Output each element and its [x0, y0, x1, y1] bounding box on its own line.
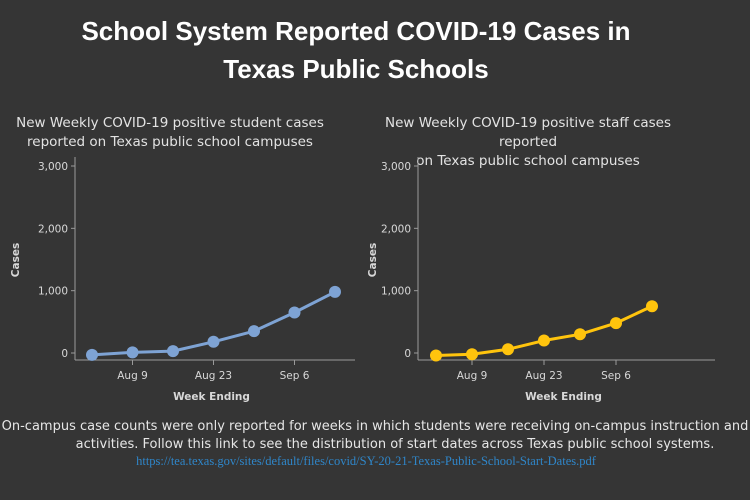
staff-y-tick-label: 1,000: [381, 286, 411, 298]
student-x-axis-label: Week Ending: [173, 391, 250, 403]
student-chart-title-line1: New Weekly COVID-19 positive student cas…: [16, 115, 324, 131]
staff-data-point: [610, 317, 622, 330]
staff-y-tick-label: 3,000: [381, 161, 411, 173]
student-data-point: [329, 285, 341, 298]
page-title: School System Reported COVID-19 Cases in…: [0, 12, 712, 88]
student-data-point: [207, 335, 220, 348]
student-data-point: [167, 345, 179, 358]
page-title-line2: Texas Public Schools: [223, 54, 489, 84]
staff-x-axis-label: Week Ending: [525, 391, 602, 403]
student-x-tick-label: Sep 6: [280, 370, 310, 382]
staff-chart: 0 1,000 2,000 3,000 Aug 9 Aug 23 Sep 6 Cases Wee…: [367, 157, 715, 403]
staff-y-tick-label: 0: [404, 348, 411, 360]
student-data-point: [248, 325, 260, 338]
staff-x-tick-label: Aug 9: [457, 370, 488, 382]
student-data-point: [126, 346, 139, 359]
staff-chart-title: New Weekly COVID-19 positive staff cases…: [358, 114, 698, 171]
staff-chart-title-line2: on Texas public school campuses: [416, 153, 640, 169]
staff-x-tick-label: Aug 23: [525, 370, 562, 382]
footnote-line1: On-campus case counts were only reported…: [1, 419, 749, 434]
student-y-tick-label: 3,000: [38, 161, 68, 173]
staff-y-axis-label: Cases: [367, 243, 379, 277]
staff-y-tick-label: 2,000: [381, 223, 411, 235]
page-title-line1: School System Reported COVID-19 Cases in: [81, 16, 631, 46]
staff-data-point: [538, 334, 550, 347]
staff-data-point: [502, 343, 514, 356]
staff-data-point: [646, 300, 658, 313]
staff-chart-title-line1: New Weekly COVID-19 positive staff cases…: [384, 115, 672, 150]
student-y-tick-label: 0: [61, 348, 68, 360]
start-dates-link[interactable]: https://tea.texas.gov/sites/default/file…: [136, 454, 596, 468]
student-y-axis-label: Cases: [10, 243, 22, 277]
student-chart: 0 1,000 2,000 3,000 Aug 9 Aug 23 Sep 6 Cases Wee…: [10, 157, 355, 403]
footnote: On-campus case counts were only reported…: [0, 418, 750, 454]
staff-data-point: [466, 348, 478, 361]
student-data-point: [288, 306, 301, 319]
staff-data-point: [430, 349, 442, 362]
staff-data-point: [574, 328, 586, 341]
student-chart-title-line2: reported on Texas public school campuses: [27, 134, 313, 150]
student-y-tick-label: 1,000: [38, 286, 68, 298]
staff-x-tick-label: Sep 6: [601, 370, 631, 382]
student-x-tick-label: Aug 23: [195, 370, 232, 382]
student-y-tick-label: 2,000: [38, 223, 68, 235]
footnote-line2: activities. Follow this link to see the …: [75, 437, 715, 452]
student-chart-title: New Weekly COVID-19 positive student cas…: [0, 114, 340, 152]
staff-series-line: [435, 304, 653, 357]
student-data-point: [86, 348, 98, 361]
student-x-tick-label: Aug 9: [117, 370, 148, 382]
